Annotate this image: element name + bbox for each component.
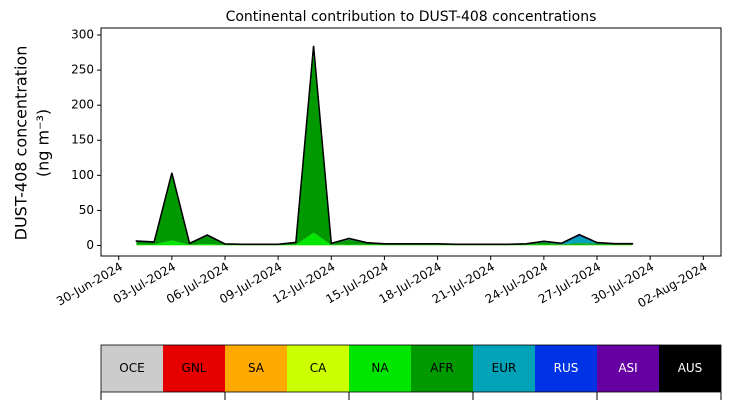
- plot-area: [135, 45, 634, 246]
- y-tick-label: 150: [71, 133, 94, 147]
- y-axis-label: (ng m⁻³): [34, 109, 53, 177]
- y-tick-label: 200: [71, 98, 94, 112]
- legend-swatch: [659, 345, 721, 392]
- y-tick-label: 100: [71, 168, 94, 182]
- legend-swatch: [349, 345, 411, 392]
- legend-label: SA: [248, 361, 265, 375]
- legend-swatch: [535, 345, 597, 392]
- y-tick-label: 250: [71, 63, 94, 77]
- legend: OCE GNL SA CA NA AFR EUR RUS ASI AUS: [100, 344, 722, 400]
- legend-swatch: [597, 345, 659, 392]
- legend-swatch: [473, 345, 535, 392]
- y-tick-label: 300: [71, 28, 94, 42]
- legend-label: AUS: [678, 361, 703, 375]
- chart-title: Continental contribution to DUST-408 con…: [226, 9, 597, 25]
- legend-swatch: [287, 345, 349, 392]
- area: [136, 45, 633, 245]
- y-axis-label: DUST-408 concentration: [12, 46, 31, 241]
- legend-label: NA: [371, 361, 389, 375]
- legend-label: ASI: [618, 361, 637, 375]
- area: [136, 46, 633, 245]
- legend-label: OCE: [119, 361, 144, 375]
- plot-frame: [100, 27, 722, 257]
- y-tick-label: 0: [86, 238, 94, 252]
- legend-swatch: [225, 345, 287, 392]
- legend-swatch: [101, 345, 163, 392]
- area: [136, 49, 633, 245]
- legend-label: AFR: [430, 361, 453, 375]
- legend-swatch: [411, 345, 473, 392]
- legend-label: RUS: [554, 361, 579, 375]
- legend-label: EUR: [492, 361, 517, 375]
- legend-frame: [100, 344, 722, 393]
- legend-label: GNL: [182, 361, 207, 375]
- legend-swatch: [163, 345, 225, 392]
- y-tick-label: 50: [79, 203, 94, 217]
- legend-label: CA: [310, 361, 327, 375]
- area: [136, 53, 633, 246]
- area: [135, 45, 634, 246]
